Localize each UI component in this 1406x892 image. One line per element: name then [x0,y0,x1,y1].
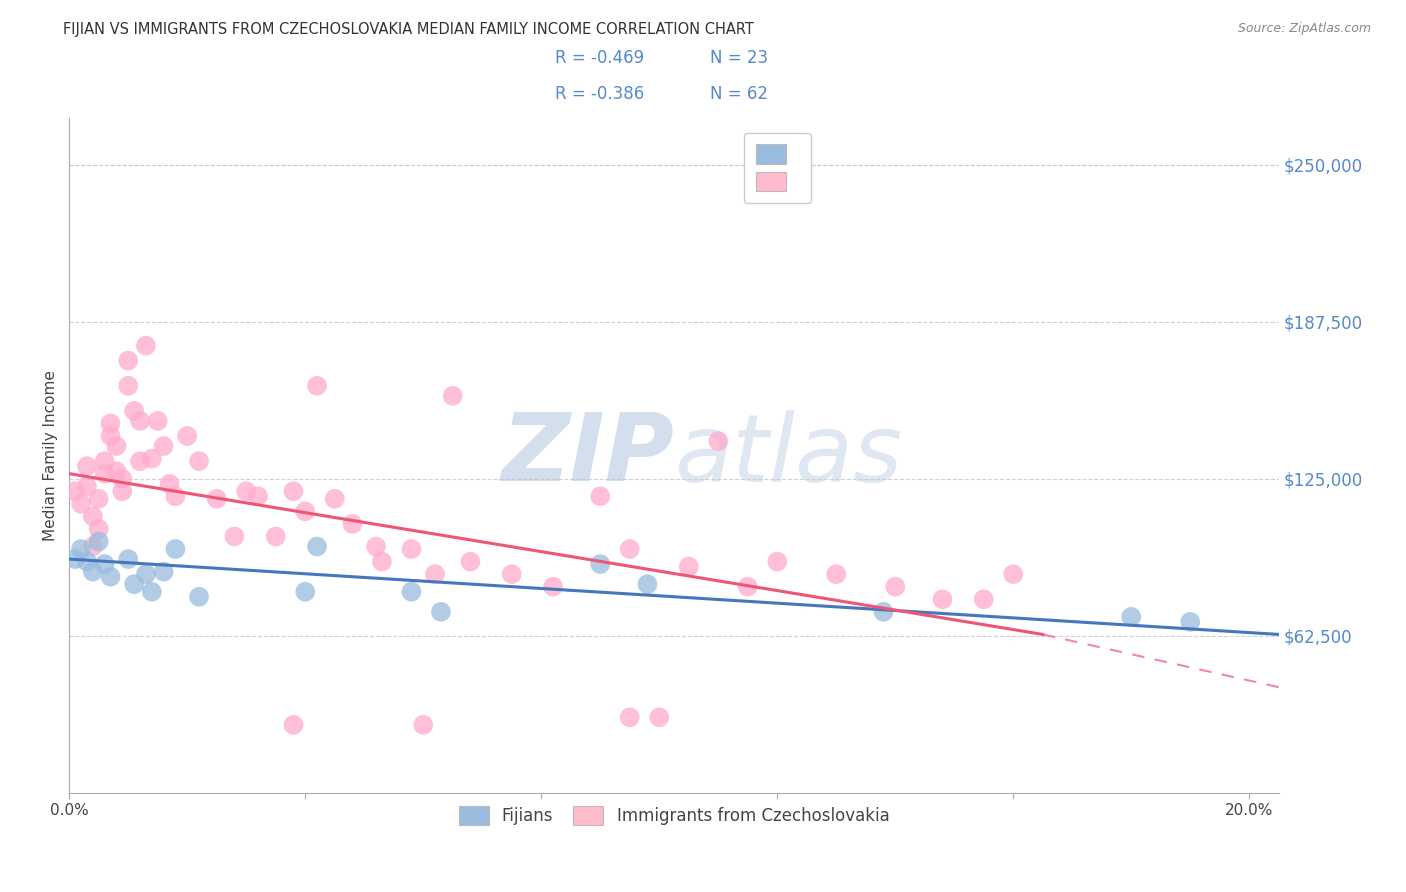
Point [76,459,98,474]
Point [884,580,907,594]
Legend: Fijians, Immigrants from Czechoslovakia: Fijians, Immigrants from Czechoslovakia [451,799,896,831]
Y-axis label: Median Family Income: Median Family Income [44,369,58,541]
Point [152,565,174,579]
Point [159,476,181,491]
Point [441,389,464,403]
Text: N = 62: N = 62 [710,85,768,103]
Point [423,567,446,582]
Point [165,489,187,503]
Point [541,580,564,594]
Point [122,404,145,418]
Text: N = 23: N = 23 [710,49,768,67]
Point [766,555,789,569]
Point [371,555,394,569]
Point [430,605,453,619]
Point [76,555,98,569]
Point [122,577,145,591]
Point [412,718,434,732]
Point [619,542,641,557]
Point [135,338,157,352]
Point [82,509,104,524]
Point [224,529,246,543]
Point [205,491,228,506]
Point [707,434,730,448]
Point [188,454,211,468]
Point [111,472,134,486]
Point [188,590,211,604]
Point [294,504,316,518]
Text: ZIP: ZIP [501,409,673,501]
Point [305,540,328,554]
Point [63,552,86,566]
Point [100,417,122,431]
Text: R = -0.386: R = -0.386 [555,85,644,103]
Point [460,555,482,569]
Point [117,378,139,392]
Point [342,516,364,531]
Point [364,540,387,554]
Point [401,584,423,599]
Point [283,718,305,732]
Point [82,565,104,579]
Text: R = -0.469: R = -0.469 [555,49,644,67]
Point [235,484,257,499]
Point [100,569,122,583]
Point [678,559,700,574]
Point [737,580,759,594]
Point [1002,567,1025,582]
Point [87,534,110,549]
Point [619,710,641,724]
Point [825,567,848,582]
Point [294,584,316,599]
Point [117,353,139,368]
Text: atlas: atlas [673,409,903,500]
Point [283,484,305,499]
Point [872,605,894,619]
Point [152,439,174,453]
Point [141,584,163,599]
Point [93,467,115,481]
Point [589,557,612,571]
Point [93,557,115,571]
Point [105,439,128,453]
Point [264,529,287,543]
Point [323,491,346,506]
Point [305,378,328,392]
Point [501,567,523,582]
Point [589,489,612,503]
Point [401,542,423,557]
Point [93,454,115,468]
Text: Source: ZipAtlas.com: Source: ZipAtlas.com [1237,22,1371,36]
Point [63,484,86,499]
Point [129,454,152,468]
Point [931,592,953,607]
Point [636,577,658,591]
Point [100,429,122,443]
Point [165,542,187,557]
Point [117,552,139,566]
Point [87,491,110,506]
Point [87,522,110,536]
Point [648,710,671,724]
Text: FIJIAN VS IMMIGRANTS FROM CZECHOSLOVAKIA MEDIAN FAMILY INCOME CORRELATION CHART: FIJIAN VS IMMIGRANTS FROM CZECHOSLOVAKIA… [63,22,754,37]
Point [70,542,93,557]
Point [141,451,163,466]
Point [1121,610,1143,624]
Point [82,540,104,554]
Point [247,489,270,503]
Point [1180,615,1202,629]
Point [973,592,995,607]
Point [129,414,152,428]
Point [111,484,134,499]
Point [76,479,98,493]
Point [146,414,169,428]
Point [70,497,93,511]
Point [105,464,128,478]
Point [176,429,198,443]
Point [135,567,157,582]
